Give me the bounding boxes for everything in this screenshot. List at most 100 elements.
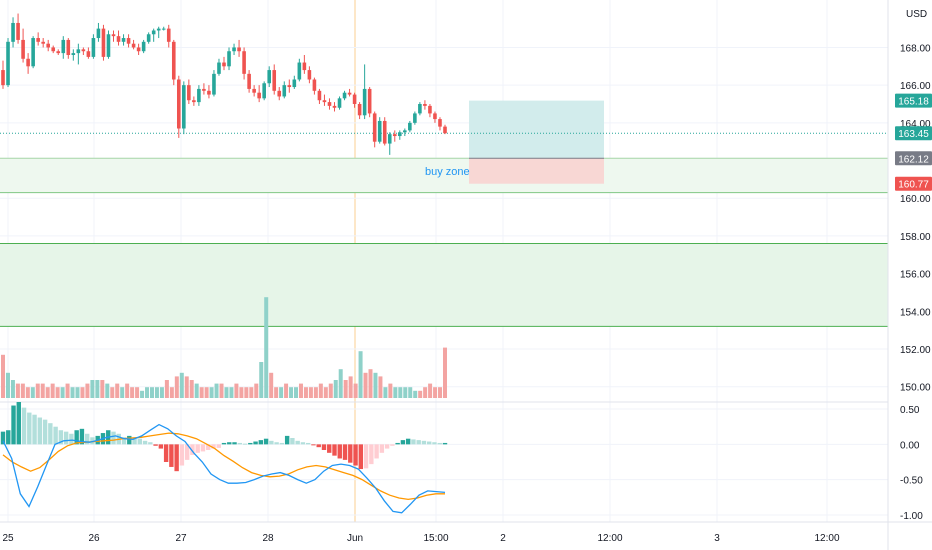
candle-body [71, 53, 76, 55]
macd-histogram-bar [258, 440, 264, 445]
price-label-text: 165.18 [898, 97, 929, 108]
candle-body [41, 41, 45, 44]
macd-histogram-bar [379, 444, 385, 453]
macd-histogram-bar [232, 442, 237, 445]
candle-body [31, 38, 35, 67]
macd-histogram-bar [316, 444, 321, 448]
candle-body [297, 62, 302, 80]
candle-body [121, 38, 126, 42]
candle-body [56, 51, 61, 54]
candle-body [91, 38, 96, 57]
price-tick-label: 156.00 [900, 270, 931, 281]
macd-histogram-bar [384, 444, 390, 449]
macd-line [2, 423, 446, 514]
candle-body [372, 113, 377, 142]
volume-bar [90, 380, 95, 398]
candle-body [242, 51, 246, 74]
candle-body [272, 70, 277, 91]
macd-histogram-bar [132, 437, 137, 445]
macd-histogram-bar [169, 444, 174, 467]
candle-body [182, 85, 186, 129]
candle-body [76, 49, 81, 54]
volume-bar [373, 372, 378, 398]
volume-bar [120, 387, 125, 398]
macd-histogram-bar [353, 444, 358, 466]
candle-body [262, 83, 266, 99]
price-tick-label: 164.00 [900, 119, 931, 130]
volume-bar [179, 372, 184, 398]
macd-histogram-bar [284, 435, 290, 445]
volume-bar [318, 383, 323, 398]
macd-histogram-bar [263, 438, 269, 445]
buy-zone-area [0, 158, 888, 193]
price-label-text: 160.77 [898, 180, 929, 191]
candle-body [36, 38, 40, 42]
macd-histogram-bar [437, 442, 442, 445]
volume-bar [418, 390, 423, 398]
volume-bar [169, 387, 174, 398]
volume-bar [105, 383, 110, 398]
price-tick-label: 166.00 [900, 81, 931, 92]
volume-bar [323, 387, 328, 398]
macd-histogram-bar [121, 437, 127, 445]
volume-bar [115, 383, 120, 398]
macd-histogram-bar [79, 428, 85, 445]
macd-histogram-bar [211, 444, 216, 449]
candle-body [126, 38, 131, 44]
volume-bar [289, 387, 294, 398]
macd-histogram-bar [432, 442, 437, 445]
volume-bar [100, 380, 105, 398]
price-tick-label: 150.00 [900, 383, 931, 394]
volume-bar [328, 383, 333, 398]
volume-bar [298, 383, 303, 398]
time-tick-label: 3 [714, 533, 720, 544]
candle-body [136, 47, 141, 52]
volume-bar [20, 383, 25, 398]
macd-histogram-bar [337, 444, 342, 459]
volume-bar [264, 297, 269, 398]
volume-bar [135, 387, 140, 398]
candle-body [287, 85, 292, 88]
macd-tick-label: 0.00 [900, 440, 920, 451]
candle-body [141, 41, 146, 52]
candle-body [382, 120, 387, 144]
volume-bar [413, 390, 418, 398]
macd-histogram-bar [142, 440, 148, 445]
candle-body [277, 90, 282, 97]
macd-histogram-bar [63, 431, 69, 445]
candle-body [192, 100, 196, 103]
volume-bar [204, 387, 209, 398]
buy-zone-label: buy zone [425, 166, 470, 178]
macd-histogram-bar [74, 430, 79, 445]
candle-body [392, 134, 397, 137]
volume-bar [284, 383, 289, 398]
candle-body [397, 132, 402, 137]
volume-bar [75, 387, 80, 398]
candle-body [6, 41, 10, 86]
macd-histogram-bar [84, 433, 90, 445]
macd-histogram-bar [90, 437, 95, 445]
macd-pane [0, 401, 888, 516]
candle-body [26, 58, 30, 67]
macd-histogram-bar [248, 442, 253, 445]
volume-bar [1, 354, 5, 398]
candle-body [81, 49, 86, 52]
candle-body [342, 92, 347, 99]
macd-histogram-bar [327, 444, 332, 453]
candle-body [413, 113, 417, 123]
candle-body [212, 73, 216, 95]
volume-bar [398, 387, 403, 398]
candle-body [257, 92, 261, 99]
stop-box [469, 158, 604, 184]
volume-bar [348, 376, 353, 398]
volume-bar [154, 387, 159, 398]
macd-histogram-bar [279, 442, 285, 445]
candle-body [337, 98, 342, 108]
macd-histogram-bar [216, 444, 221, 448]
price-label-box [895, 93, 932, 108]
candle-body [11, 22, 15, 42]
candle-body [232, 47, 236, 52]
volume-bar [378, 376, 383, 398]
volume-bar [244, 387, 249, 398]
